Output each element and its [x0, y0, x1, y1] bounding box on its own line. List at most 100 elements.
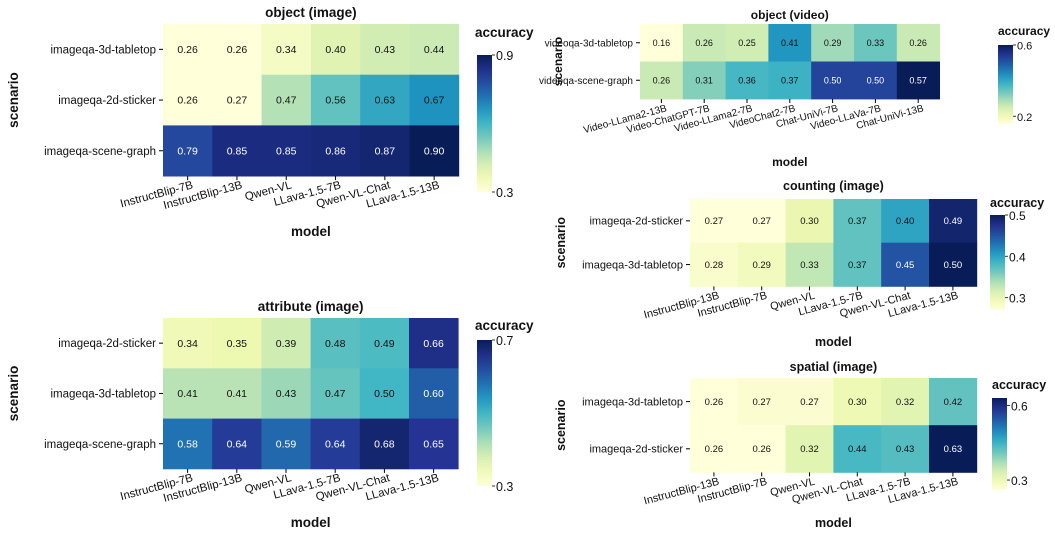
heatmap-cell [785, 199, 834, 244]
y-axis-label: scenario [551, 37, 565, 86]
cell-value-label: 0.32 [800, 444, 819, 455]
cell-value-label: 0.34 [177, 338, 198, 350]
heatmap-cell [896, 24, 940, 62]
cell-value-label: 0.26 [177, 95, 198, 107]
heatmap-cell [725, 61, 769, 100]
cell-value-label: 0.37 [781, 75, 799, 85]
heatmap-cell [310, 74, 361, 126]
cell-value-label: 0.41 [177, 388, 198, 400]
heatmap-cell [212, 24, 262, 76]
cell-value-label: 0.29 [824, 38, 842, 48]
y-tick-label: imageqa-3d-tabletop [51, 44, 157, 56]
chart-title: attribute (image) [258, 299, 364, 314]
cell-value-label: 0.47 [325, 388, 346, 400]
colorbar-title: accuracy [475, 25, 534, 40]
heatmap-cell [929, 425, 978, 473]
heatmap-cell [881, 425, 930, 473]
cell-value-label: 0.79 [177, 145, 198, 157]
colorbar [477, 55, 492, 192]
cell-value-label: 0.27 [227, 95, 248, 107]
cell-value-label: 0.90 [424, 145, 445, 157]
cell-value-label: 0.86 [325, 145, 346, 157]
cell-value-label: 0.36 [738, 75, 756, 85]
cell-value-label: 0.16 [653, 38, 671, 48]
heatmap-cell [310, 418, 361, 470]
cell-value-label: 0.66 [423, 338, 444, 350]
heatmap-cell [768, 24, 812, 62]
heatmap-panel-4: 0.26 0.27 0.27 0.30 0.32 0.42 0.26 0.26 0.32 0.44… [554, 360, 1046, 530]
heatmap-cell [785, 425, 834, 473]
x-axis-label: model [772, 155, 807, 169]
heatmap-cell [359, 368, 410, 419]
y-tick-label: imageqa-scene-graph [44, 439, 156, 451]
cell-value-label: 0.39 [276, 338, 297, 350]
y-tick-label: imageqa-2d-sticker [58, 338, 156, 350]
colorbar-title: accuracy [992, 378, 1046, 392]
heatmap-cell [737, 199, 786, 244]
heatmap-cell [833, 242, 882, 287]
heatmap-cell [261, 318, 311, 369]
cell-value-label: 0.27 [752, 397, 771, 408]
colorbar-tick-label: 0.9 [496, 49, 513, 63]
cell-value-label: 0.31 [695, 75, 713, 85]
cell-value-label: 0.64 [325, 438, 346, 450]
colorbar-tick-label: 0.3 [496, 186, 513, 200]
colorbar [992, 398, 1007, 490]
cell-value-label: 0.37 [848, 216, 867, 227]
colorbar-tick-label: 0.2 [1017, 112, 1032, 124]
y-axis-label: scenario [6, 366, 21, 422]
y-axis-label: scenario [554, 217, 568, 269]
cell-value-label: 0.27 [752, 216, 771, 227]
heatmap-cell [768, 61, 812, 100]
heatmap-cell [833, 199, 882, 244]
cell-value-label: 0.63 [375, 95, 396, 107]
heatmap-cell [737, 242, 786, 287]
heatmap-cell [409, 24, 460, 76]
cell-value-label: 0.58 [177, 438, 198, 450]
heatmap-cell [640, 24, 684, 62]
cell-value-label: 0.49 [944, 216, 963, 227]
cell-value-label: 0.49 [374, 338, 395, 350]
heatmap-cell [929, 199, 978, 244]
heatmap-cell [409, 74, 460, 126]
cell-value-label: 0.68 [374, 438, 395, 450]
cell-value-label: 0.44 [848, 444, 867, 455]
cell-value-label: 0.50 [944, 260, 963, 271]
y-axis-label: scenario [554, 399, 568, 451]
heatmap-cell [261, 24, 312, 76]
heatmap-cell [163, 24, 213, 76]
colorbar-tick-label: 0.3 [496, 480, 513, 494]
cell-value-label: 0.33 [867, 38, 885, 48]
heatmap-cell [409, 418, 459, 470]
y-tick-label: videoqa-scene-graph [539, 76, 633, 87]
cell-value-label: 0.28 [705, 260, 724, 271]
heatmap-cell [881, 378, 930, 426]
y-tick-label: imageqa-3d-tabletop [582, 396, 683, 408]
colorbar-title: accuracy [475, 318, 534, 333]
cell-value-label: 0.64 [227, 438, 248, 450]
heatmap-cell [682, 24, 726, 62]
cell-value-label: 0.47 [276, 95, 297, 107]
heatmap-cell [881, 199, 930, 244]
heatmap-cell [310, 368, 361, 419]
x-axis-label: model [291, 515, 331, 530]
heatmap-cell [725, 24, 769, 62]
cell-value-label: 0.35 [227, 338, 248, 350]
heatmap-cell [690, 199, 739, 244]
heatmap-cell [212, 125, 262, 177]
heatmap-cell [811, 61, 855, 100]
cell-value-label: 0.33 [800, 260, 819, 271]
cell-value-label: 0.26 [909, 38, 927, 48]
cell-value-label: 0.26 [752, 444, 771, 455]
cell-value-label: 0.37 [848, 260, 867, 271]
heatmap-cell [163, 125, 213, 177]
cell-value-label: 0.30 [800, 216, 819, 227]
cell-value-label: 0.87 [375, 145, 396, 157]
cell-value-label: 0.34 [276, 44, 297, 56]
heatmap-cell [360, 125, 410, 177]
x-axis-label: model [815, 335, 852, 349]
cell-value-label: 0.40 [325, 44, 346, 56]
heatmap-cell [212, 368, 262, 419]
cell-value-label: 0.26 [705, 397, 724, 408]
